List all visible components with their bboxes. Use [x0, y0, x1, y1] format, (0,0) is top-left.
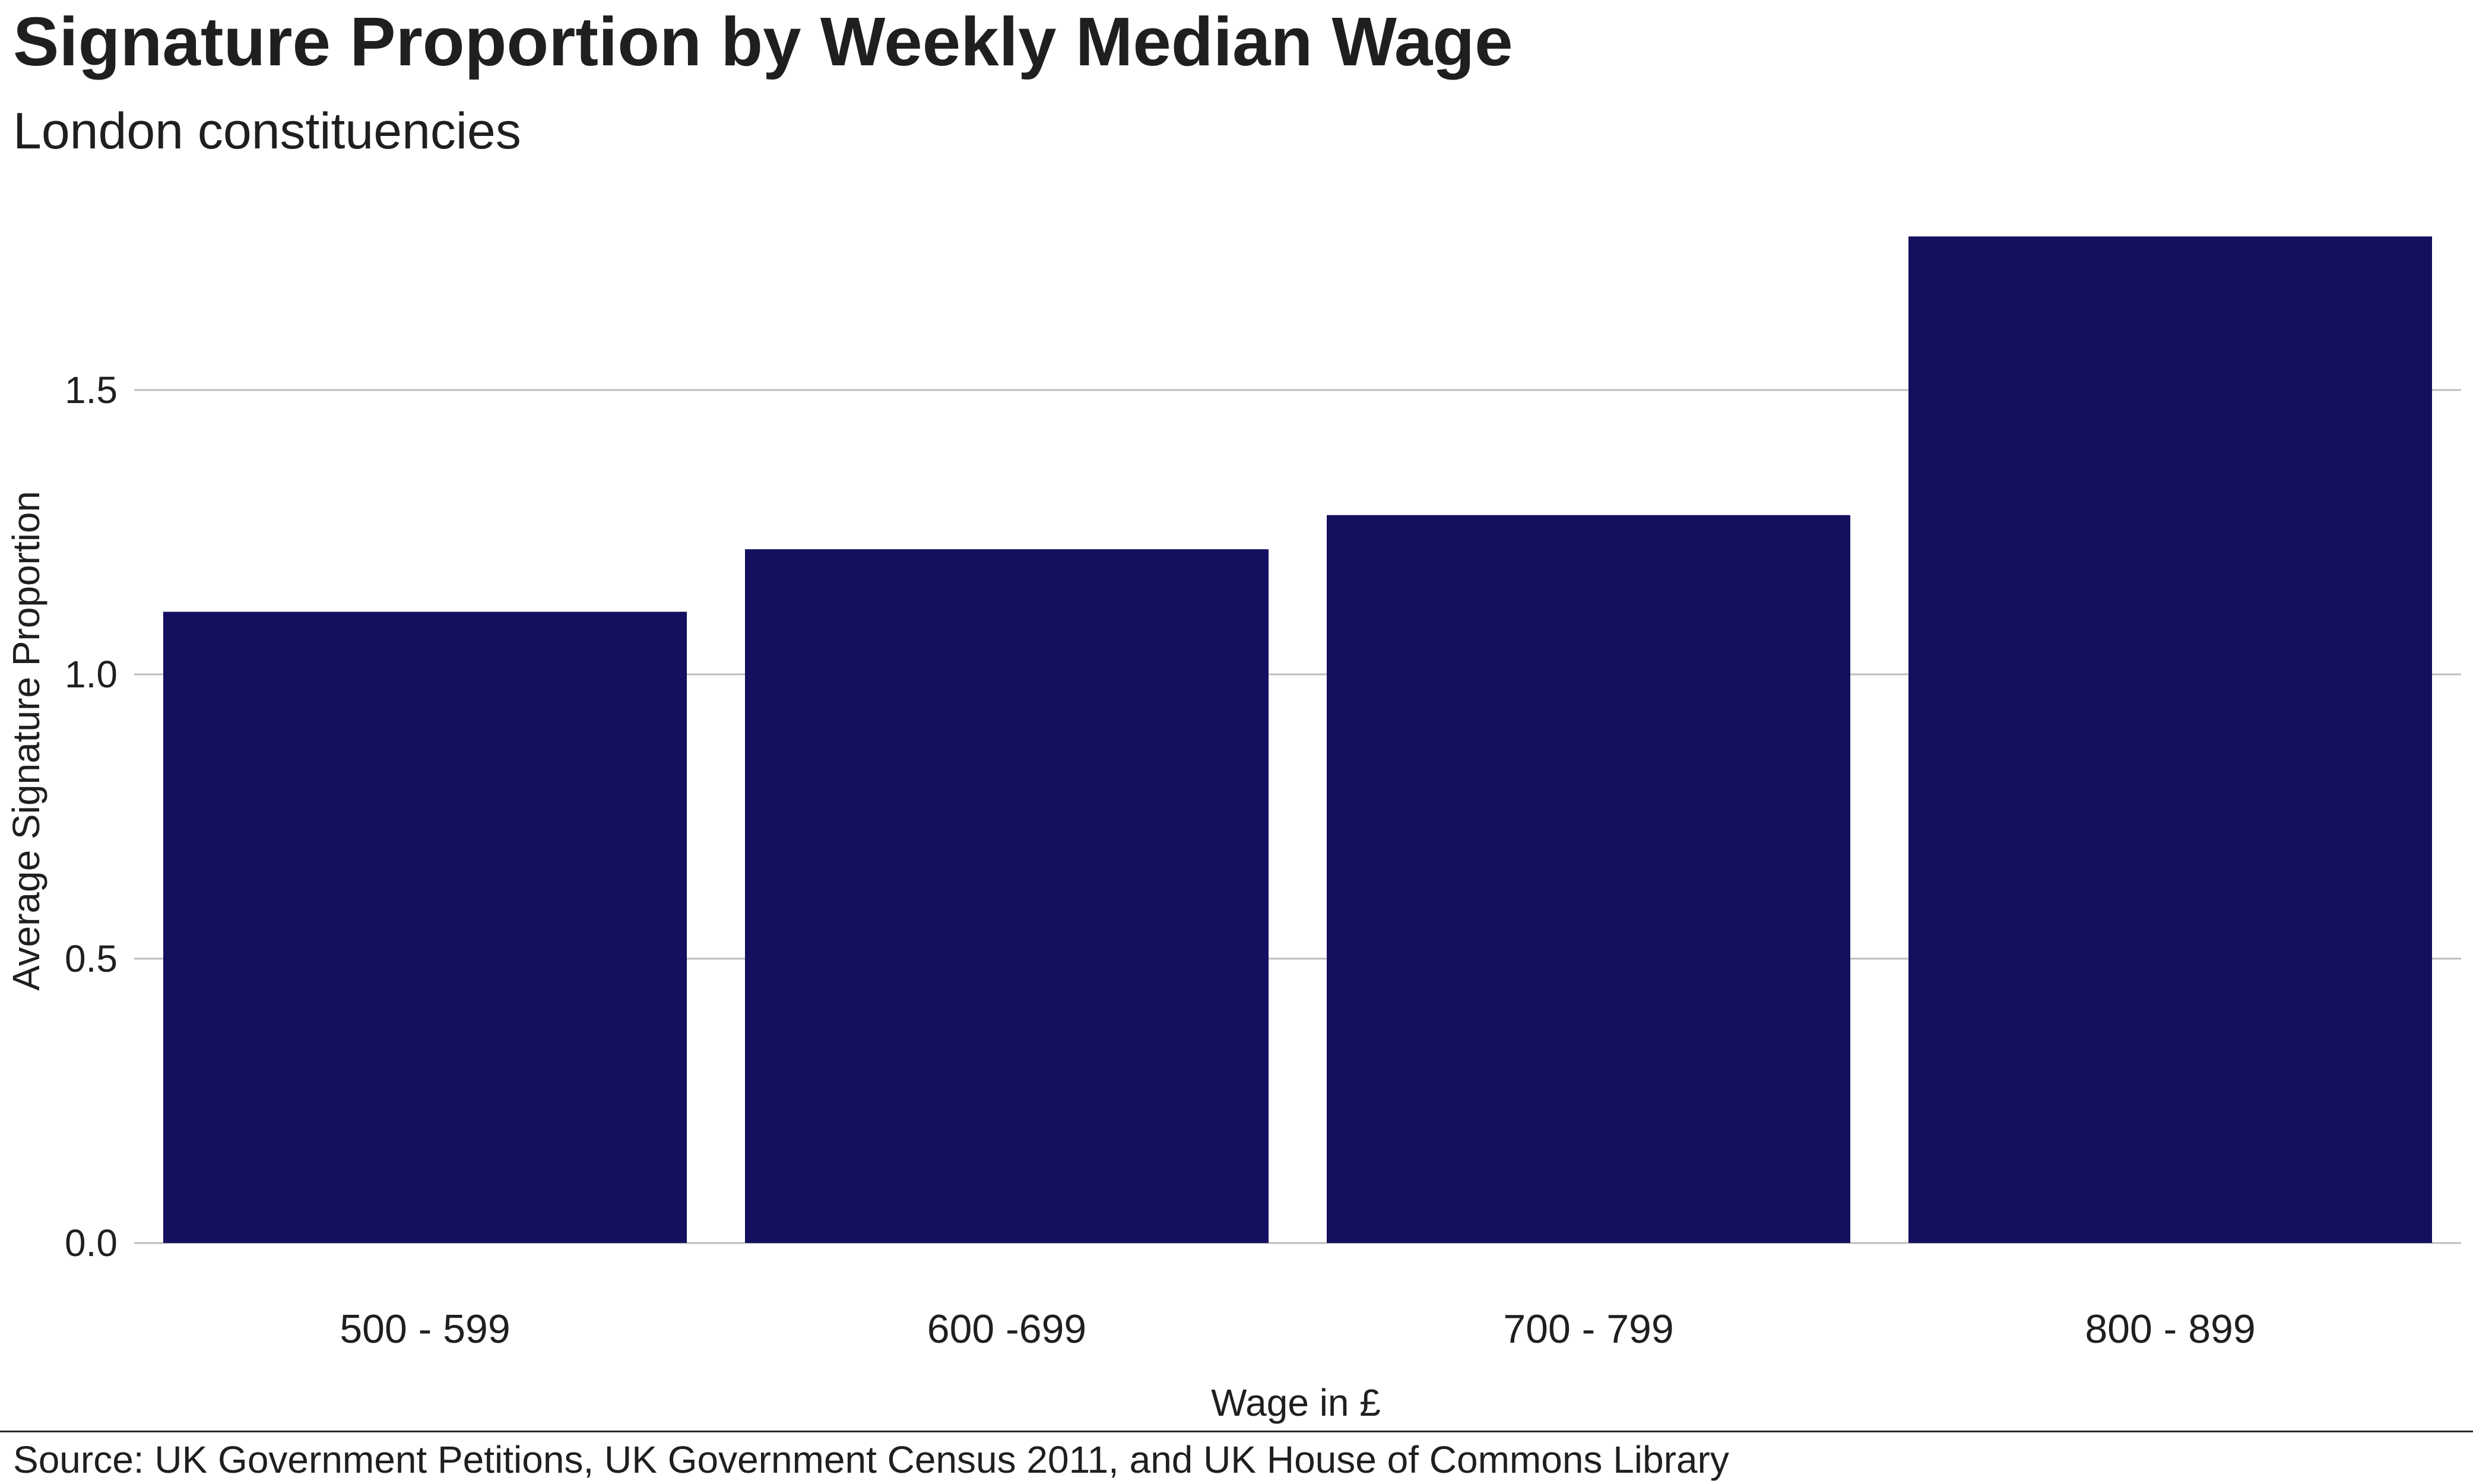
- y-tick-labels: 0.0 0.5 1.0 1.5: [65, 369, 118, 1264]
- x-tick-label: 600 -699: [927, 1307, 1086, 1352]
- bar: [1908, 236, 2432, 1244]
- bars: [163, 236, 2432, 1244]
- y-tick-label: 1.5: [65, 369, 118, 411]
- bar: [163, 611, 687, 1243]
- y-tick-label: 0.0: [65, 1222, 118, 1264]
- source-divider: [0, 1431, 2473, 1432]
- chart-title: Signature Proportion by Weekly Median Wa…: [13, 3, 1513, 80]
- x-tick-label: 800 - 899: [2085, 1307, 2255, 1352]
- x-tick-labels: 500 - 599 600 -699 700 - 799 800 - 899: [340, 1307, 2255, 1352]
- source-note: Source: UK Government Petitions, UK Gove…: [13, 1438, 1729, 1481]
- bar: [745, 549, 1269, 1243]
- y-tick-label: 1.0: [65, 653, 118, 696]
- bar: [1327, 515, 1850, 1243]
- chart-subtitle: London constituencies: [13, 103, 521, 160]
- x-axis-label: Wage in £: [1211, 1381, 1381, 1424]
- y-axis-label: Average Signature Proportion: [5, 491, 47, 991]
- x-tick-label: 500 - 599: [340, 1307, 510, 1352]
- x-tick-label: 700 - 799: [1503, 1307, 1673, 1352]
- y-tick-label: 0.5: [65, 937, 118, 980]
